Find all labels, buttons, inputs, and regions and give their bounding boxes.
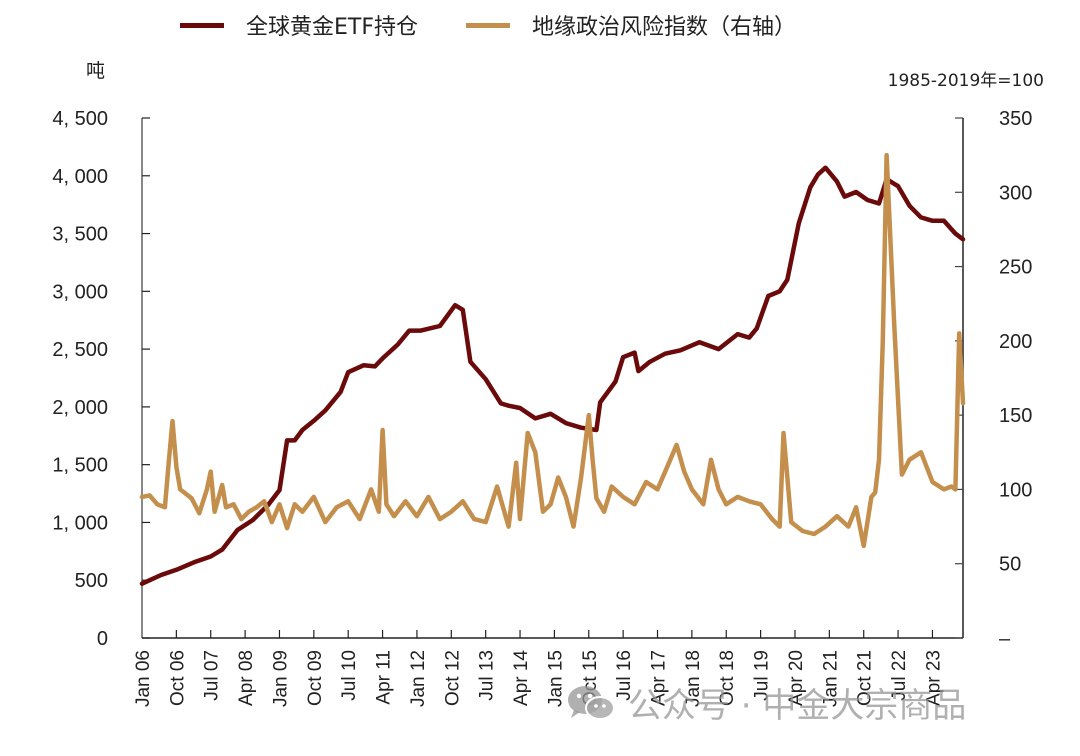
chart-legend: 全球黄金ETF持仓 地缘政治风险指数（右轴） bbox=[180, 8, 844, 42]
x-tick-label: Oct 09 bbox=[305, 650, 326, 706]
left-tick-label: 2, 500 bbox=[52, 339, 108, 361]
series-lines bbox=[139, 152, 966, 586]
right-tick-label: 200 bbox=[999, 331, 1032, 353]
left-tick-label: 1, 000 bbox=[52, 512, 108, 534]
left-tick-label: 0 bbox=[97, 628, 108, 650]
x-tick-label: Jul 16 bbox=[614, 650, 635, 701]
x-tick-label: Apr 08 bbox=[236, 650, 257, 706]
x-tick-label: Jul 13 bbox=[477, 650, 498, 701]
x-tick-label: Oct 21 bbox=[855, 650, 876, 706]
x-tick-label: Jul 22 bbox=[889, 650, 910, 701]
x-tick-label: Jan 06 bbox=[133, 650, 154, 707]
right-tick-label: 100 bbox=[999, 479, 1032, 501]
x-tick-label: Jan 18 bbox=[683, 650, 704, 707]
x-tick-label: Jul 10 bbox=[339, 650, 360, 701]
watermark-text: 公众号 · 中金大宗商品 bbox=[628, 686, 967, 726]
x-tick-label: Apr 23 bbox=[923, 650, 944, 706]
left-tick-label: 4, 000 bbox=[52, 166, 108, 188]
left-tick-label: 3, 000 bbox=[52, 281, 108, 303]
x-tick-label: Jan 09 bbox=[270, 650, 291, 707]
right-tick-label: 350 bbox=[999, 108, 1032, 130]
legend-swatch-gold-etf bbox=[180, 22, 224, 28]
wechat-icon bbox=[566, 683, 618, 723]
x-tick-label: Jul 19 bbox=[752, 650, 773, 701]
right-tick-label: – bbox=[999, 628, 1011, 650]
x-tick-label: Oct 12 bbox=[442, 650, 463, 706]
left-axis-unit: 吨 bbox=[86, 60, 106, 82]
axes: 0 500 1, 000 1, 500 2, 000 2, 500 3, 000 3, 500… bbox=[52, 108, 1032, 707]
x-tick-label: Jul 07 bbox=[202, 650, 223, 701]
right-tick-label: 50 bbox=[999, 554, 1021, 576]
x-tick-label: Apr 17 bbox=[649, 650, 670, 706]
x-tick-label: Jan 21 bbox=[820, 650, 841, 707]
legend-label-gpr: 地缘政治风险指数（右轴） bbox=[532, 15, 797, 40]
left-tick-label: 500 bbox=[75, 570, 108, 592]
legend-label-gold-etf: 全球黄金ETF持仓 bbox=[246, 15, 418, 40]
watermark: 公众号 · 中金大宗商品 bbox=[566, 678, 966, 727]
right-tick-label: 300 bbox=[999, 182, 1032, 204]
x-tick-label: Jan 12 bbox=[408, 650, 429, 707]
right-axis-unit: 1985-2019年=100 bbox=[887, 71, 1044, 91]
x-tick-label: Apr 14 bbox=[511, 650, 532, 706]
legend-swatch-gpr bbox=[466, 22, 510, 28]
x-tick-label: Apr 20 bbox=[786, 650, 807, 706]
left-tick-label: 2, 000 bbox=[52, 397, 108, 419]
right-tick-label: 250 bbox=[999, 257, 1032, 279]
left-tick-label: 3, 500 bbox=[52, 224, 108, 246]
gold-etf-holdings-line bbox=[139, 165, 966, 586]
geopolitical-risk-index-line bbox=[139, 152, 966, 549]
x-tick-label: Apr 11 bbox=[374, 650, 395, 705]
x-tick-label: Jan 15 bbox=[545, 650, 566, 707]
left-tick-label: 4, 500 bbox=[52, 108, 108, 130]
legend-item-gpr: 地缘政治风险指数（右轴） bbox=[466, 9, 796, 41]
x-tick-label: Oct 18 bbox=[717, 650, 738, 706]
x-tick-label: Oct 06 bbox=[167, 650, 188, 706]
legend-item-gold-etf: 全球黄金ETF持仓 bbox=[180, 9, 418, 41]
right-tick-label: 150 bbox=[999, 405, 1032, 427]
left-tick-label: 1, 500 bbox=[52, 455, 108, 477]
